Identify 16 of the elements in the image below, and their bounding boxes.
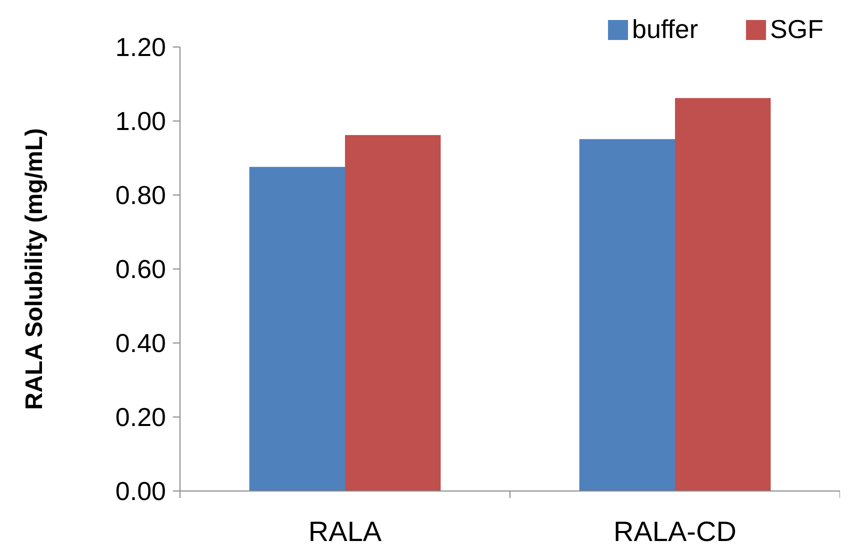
legend-label: buffer (632, 14, 698, 44)
y-tick-label: 0.00 (115, 476, 166, 506)
bar (675, 98, 771, 491)
y-tick-label: 1.00 (115, 106, 166, 136)
bar (345, 135, 441, 491)
bar (249, 166, 345, 491)
x-tick-label: RALA (308, 516, 382, 547)
x-tick-label: RALA-CD (614, 516, 736, 547)
y-tick-label: 0.80 (115, 180, 166, 210)
bar (579, 139, 675, 491)
y-tick-label: 0.60 (115, 254, 166, 284)
y-tick-label: 0.20 (115, 402, 166, 432)
legend-label: SGF (770, 14, 824, 44)
y-axis-title: RALA Solubility (mg/mL) (21, 128, 48, 410)
y-tick-label: 0.40 (115, 328, 166, 358)
y-tick-label: 1.20 (115, 32, 166, 62)
